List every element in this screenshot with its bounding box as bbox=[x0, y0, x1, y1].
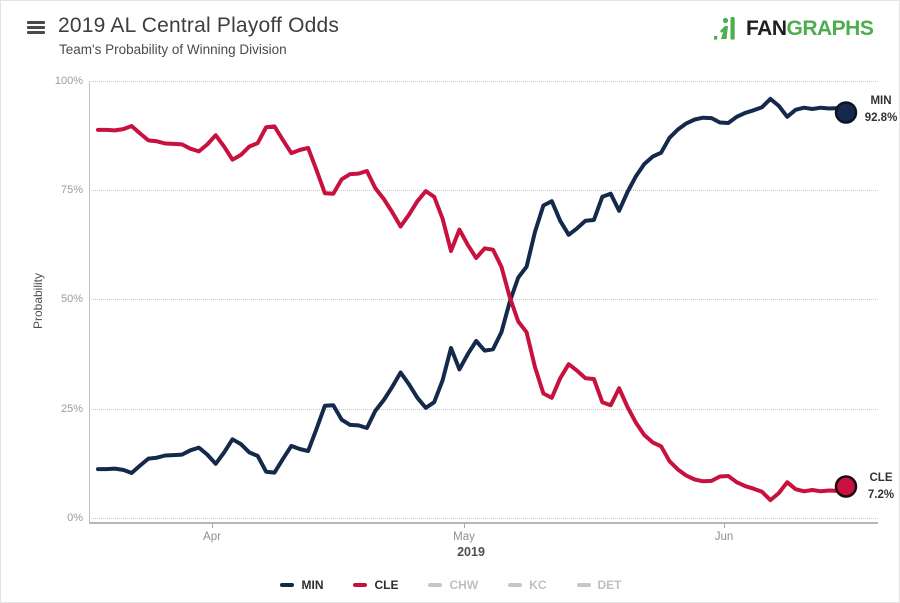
legend-item-kc[interactable]: KC bbox=[508, 578, 547, 592]
y-tick-50: 50% bbox=[60, 293, 83, 305]
min-end-label-team: MIN bbox=[870, 95, 892, 107]
min-end-label: MIN 92.8% bbox=[860, 93, 899, 127]
x-tick-jun: Jun bbox=[714, 531, 734, 543]
gridline-25 bbox=[89, 409, 878, 410]
legend-swatch-kc bbox=[508, 583, 523, 587]
legend-item-cle[interactable]: CLE bbox=[353, 578, 398, 592]
x-tick-mark-may bbox=[464, 523, 465, 528]
legend: MIN CLE CHW KC DET bbox=[1, 578, 899, 592]
series-end-dot-cle bbox=[834, 475, 858, 498]
gridline-50 bbox=[89, 299, 878, 300]
legend-item-min[interactable]: MIN bbox=[280, 578, 323, 592]
y-tick-25: 25% bbox=[60, 403, 83, 415]
x-tick-may: May bbox=[453, 531, 475, 543]
logo-text-fan: FAN bbox=[746, 16, 787, 40]
gridline-75 bbox=[89, 190, 878, 191]
x-tick-mark-jun bbox=[724, 523, 725, 528]
gridline-100 bbox=[89, 81, 878, 82]
y-axis-line bbox=[89, 81, 90, 523]
legend-swatch-det bbox=[576, 583, 591, 587]
y-tick-100: 100% bbox=[54, 75, 83, 87]
fangraphs-logo[interactable]: FAN GRAPHS bbox=[713, 15, 874, 42]
cle-end-label: CLE 7.2% bbox=[860, 470, 899, 504]
chart-menu-icon[interactable] bbox=[27, 21, 45, 35]
series-line-min bbox=[96, 96, 848, 475]
chart-title: 2019 AL Central Playoff Odds bbox=[58, 14, 340, 37]
cle-end-label-team: CLE bbox=[869, 472, 893, 484]
legend-label-cle: CLE bbox=[374, 578, 399, 592]
legend-label-det: DET bbox=[597, 578, 622, 592]
legend-label-chw: CHW bbox=[449, 578, 479, 592]
x-axis-line bbox=[89, 522, 878, 524]
series-line-cle bbox=[96, 124, 848, 503]
x-axis-title: 2019 bbox=[457, 545, 485, 559]
legend-item-chw[interactable]: CHW bbox=[428, 578, 478, 592]
legend-label-kc: KC bbox=[529, 578, 547, 592]
legend-swatch-min bbox=[280, 583, 295, 587]
gridline-0 bbox=[89, 518, 878, 519]
legend-swatch-cle bbox=[353, 583, 368, 587]
legend-label-min: MIN bbox=[301, 578, 324, 592]
x-tick-mark-apr bbox=[212, 523, 213, 528]
series-end-dot-min bbox=[834, 101, 858, 124]
y-tick-0: 0% bbox=[67, 512, 83, 524]
chart-subtitle: Team's Probability of Winning Division bbox=[59, 42, 287, 57]
cle-end-label-value: 7.2% bbox=[867, 489, 895, 501]
fangraphs-logo-icon bbox=[714, 17, 735, 40]
x-tick-apr: Apr bbox=[203, 531, 221, 543]
y-tick-75: 75% bbox=[60, 184, 83, 196]
logo-text-graphs: GRAPHS bbox=[786, 16, 874, 40]
min-end-label-value: 92.8% bbox=[864, 112, 898, 124]
legend-swatch-chw bbox=[428, 583, 443, 587]
legend-item-det[interactable]: DET bbox=[576, 578, 622, 592]
